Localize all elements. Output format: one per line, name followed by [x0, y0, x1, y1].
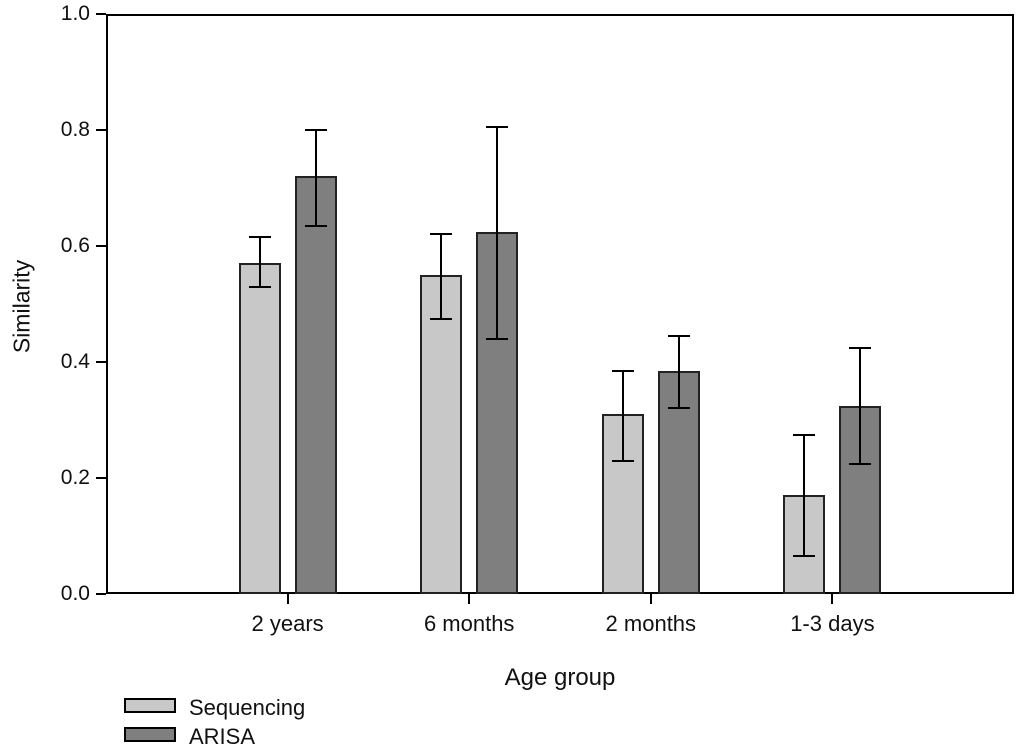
error-bar-line [859, 347, 862, 464]
y-tick-label: 0.0 [60, 582, 90, 605]
error-bar-cap-top [611, 369, 634, 372]
x-axis-tick [286, 594, 289, 604]
y-tick-label: 0.2 [60, 466, 90, 489]
y-axis-tick [96, 13, 106, 15]
legend-swatch-arisa [124, 727, 176, 742]
error-bar-cap-bottom [793, 555, 816, 558]
error-bar-line [258, 237, 261, 287]
legend-label-arisa: ARISA [189, 724, 256, 749]
y-axis-tick [96, 129, 106, 131]
error-bar-cap-top [430, 233, 453, 236]
error-bar-cap-bottom [486, 337, 509, 340]
error-bar-cap-top [667, 334, 690, 337]
x-axis-tick [831, 594, 834, 604]
y-tick-label: 1.0 [60, 2, 90, 25]
y-axis-tick [96, 245, 106, 247]
x-category-label: 6 months [423, 611, 515, 636]
x-axis-title: Age group [504, 664, 616, 691]
x-category-label: 2 years [251, 611, 324, 636]
y-tick-label: 0.8 [60, 118, 90, 141]
error-bar-cap-bottom [611, 459, 634, 462]
error-bar-line [803, 434, 806, 557]
y-axis-tick [96, 361, 106, 363]
error-bar-cap-top [793, 433, 816, 436]
x-category-label: 1-3 days [790, 611, 875, 636]
error-bar-line [496, 127, 499, 339]
legend-item-sequencing: Sequencing [124, 697, 344, 719]
bar-arisa-2 [476, 231, 519, 594]
error-bar-line [440, 234, 443, 319]
legend-swatch-sequencing [124, 698, 176, 713]
bar-arisa-1 [294, 176, 337, 594]
x-axis-tick [468, 594, 471, 604]
legend-label-sequencing: Sequencing [189, 695, 306, 720]
error-bar-cap-top [248, 236, 271, 239]
x-category-label: 2 months [605, 611, 697, 636]
y-axis-tick [96, 477, 106, 479]
y-axis-title: Similarity [8, 259, 35, 354]
bar-sequencing-2 [420, 275, 463, 594]
error-bar-cap-bottom [248, 285, 271, 288]
legend-item-arisa: ARISA [124, 726, 344, 748]
error-bar-cap-bottom [430, 317, 453, 320]
error-bar-cap-top [486, 126, 509, 129]
bar-sequencing-1 [238, 263, 281, 594]
error-bar-line [621, 370, 624, 461]
error-bar-line [677, 335, 680, 409]
error-bar-cap-top [304, 129, 327, 131]
error-bar-cap-bottom [304, 224, 327, 227]
bar-arisa-3 [657, 370, 700, 594]
error-bar-cap-top [849, 346, 872, 349]
y-tick-label: 0.6 [60, 234, 90, 257]
error-bar-line [314, 130, 317, 226]
x-axis-tick [649, 594, 652, 604]
y-tick-label: 0.4 [60, 350, 90, 373]
error-bar-cap-bottom [667, 407, 690, 410]
error-bar-cap-bottom [849, 462, 872, 465]
y-axis-tick [96, 593, 106, 595]
